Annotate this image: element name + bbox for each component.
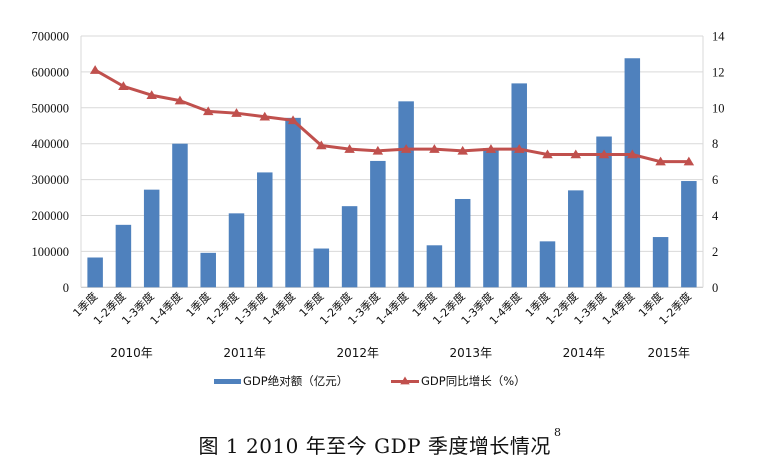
y-right-tick-label: 12 bbox=[712, 65, 725, 79]
x-year-label: 2015年 bbox=[647, 346, 690, 360]
x-year-label: 2014年 bbox=[563, 346, 606, 360]
y-right-tick-label: 10 bbox=[712, 101, 725, 115]
line-point-triangle-marker bbox=[287, 115, 299, 125]
line-point-triangle-marker bbox=[231, 108, 242, 117]
bar bbox=[87, 257, 103, 288]
line-point-triangle-marker bbox=[485, 144, 497, 153]
line-point-triangle-marker bbox=[146, 90, 157, 99]
growth-line bbox=[94, 68, 689, 164]
legend-line-label: GDP同比增长（%） bbox=[421, 374, 526, 388]
line-series bbox=[89, 65, 695, 166]
x-category-label: 1-4季度 bbox=[147, 289, 185, 327]
legend-bar-label: GDP绝对额（亿元） bbox=[243, 374, 348, 388]
x-category-label: 1-4季度 bbox=[599, 289, 637, 327]
figure-caption: 图 1 2010 年至今 GDP 季度增长情况8 bbox=[0, 426, 760, 459]
line-point-triangle-marker bbox=[598, 149, 610, 159]
line-point-triangle-marker bbox=[429, 144, 440, 153]
bar bbox=[568, 190, 584, 288]
line-point-triangle-marker bbox=[570, 149, 582, 159]
bar bbox=[370, 160, 386, 288]
line-point-triangle-marker bbox=[174, 95, 186, 105]
bar bbox=[426, 245, 443, 288]
legend-bar-swatch bbox=[214, 379, 241, 384]
line-point-triangle-marker bbox=[542, 149, 553, 159]
line-point-triangle-marker bbox=[118, 81, 129, 91]
bar bbox=[681, 181, 697, 288]
y-left-tick-label: 100000 bbox=[32, 245, 70, 259]
line-point-triangle-marker bbox=[89, 65, 101, 74]
x-category-label: 1-2季度 bbox=[656, 289, 694, 327]
x-year-label: 2012年 bbox=[336, 346, 379, 360]
line-point-triangle-marker bbox=[372, 145, 384, 155]
bar bbox=[313, 248, 330, 288]
bar bbox=[228, 213, 245, 288]
bar bbox=[511, 83, 527, 288]
bar bbox=[398, 101, 414, 288]
legend-triangle-marker-icon bbox=[400, 376, 410, 385]
y-left-tick-label: 600000 bbox=[32, 65, 70, 79]
y-left-tick-label: 400000 bbox=[32, 137, 70, 151]
y-right-tick-label: 4 bbox=[712, 209, 719, 223]
figure-footnote-mark: 8 bbox=[553, 426, 562, 439]
line-point-triangle-marker bbox=[316, 140, 327, 150]
y-axis-left: 0 100000 200000 300000 400000 500000 600000 700… bbox=[32, 30, 70, 295]
figure-caption-text: 图 1 2010 年至今 GDP 季度增长情况 bbox=[198, 434, 551, 458]
bar bbox=[257, 172, 273, 288]
bar bbox=[483, 148, 499, 288]
y-right-tick-label: 0 bbox=[712, 281, 718, 295]
bar bbox=[539, 241, 556, 288]
y-right-tick-label: 6 bbox=[712, 173, 718, 187]
bar bbox=[285, 117, 301, 288]
bar-series bbox=[87, 58, 697, 288]
bar bbox=[172, 143, 188, 288]
bar bbox=[115, 224, 132, 288]
y-right-tick-label: 8 bbox=[712, 137, 718, 151]
x-year-label: 2011年 bbox=[223, 346, 266, 360]
line-point-triangle-marker bbox=[457, 145, 468, 155]
bar bbox=[652, 237, 669, 288]
bar bbox=[596, 136, 612, 288]
line-point-triangle-marker bbox=[627, 149, 638, 159]
bar bbox=[341, 206, 358, 288]
bar bbox=[143, 189, 160, 288]
y-left-tick-label: 200000 bbox=[32, 209, 70, 223]
bar bbox=[200, 252, 216, 288]
line-point-triangle-marker bbox=[683, 156, 695, 166]
y-right-tick-label: 14 bbox=[712, 30, 725, 44]
x-year-label: 2010年 bbox=[110, 346, 153, 360]
x-axis: 1季度1-2季度1-3季度1-4季度1季度1-2季度1-3季度1-4季度1季度1… bbox=[70, 289, 694, 360]
x-year-label: 2013年 bbox=[450, 346, 493, 360]
line-point-triangle-marker bbox=[259, 111, 271, 121]
y-left-tick-label: 500000 bbox=[32, 101, 70, 115]
bar bbox=[624, 58, 641, 288]
y-left-tick-label: 0 bbox=[63, 281, 69, 295]
line-point-triangle-marker bbox=[513, 144, 525, 153]
bar bbox=[454, 198, 471, 288]
y-left-tick-label: 300000 bbox=[32, 173, 70, 187]
line-point-triangle-marker bbox=[202, 106, 214, 116]
y-axis-right: 0 2 4 6 8 10 12 14 bbox=[712, 30, 725, 295]
y-left-tick-label: 700000 bbox=[32, 30, 70, 44]
line-point-triangle-marker bbox=[400, 144, 412, 153]
legend: GDP绝对额（亿元） GDP同比增长（%） bbox=[214, 374, 526, 388]
y-right-tick-label: 2 bbox=[712, 245, 718, 259]
line-point-triangle-marker bbox=[344, 144, 355, 153]
line-point-triangle-marker bbox=[655, 156, 666, 166]
